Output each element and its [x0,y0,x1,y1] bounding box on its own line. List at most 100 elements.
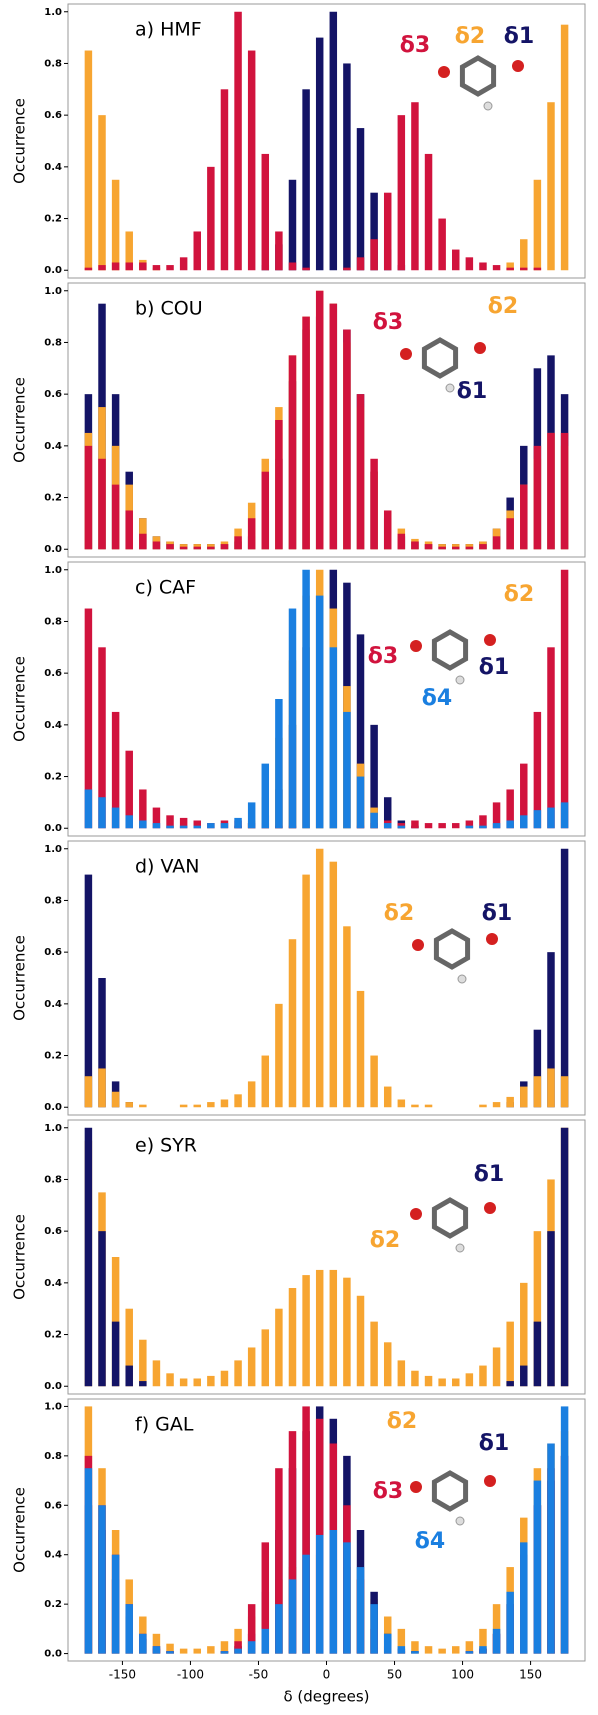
histogram-bar [343,926,350,1107]
histogram-bar [262,154,269,270]
histogram-bar [139,1634,146,1654]
y-tick-label: 0.6 [44,668,62,679]
histogram-bar [85,268,92,271]
histogram-bar [493,1102,500,1107]
histogram-bar [370,1056,377,1108]
histogram-bar [466,1651,473,1653]
histogram-bar [479,544,486,549]
legend-label: δ3 [373,310,403,335]
panel-title: c) CAF [135,577,196,599]
histogram-bar [357,1567,364,1654]
histogram-bar [370,459,377,549]
histogram-bar [248,1347,255,1386]
histogram-bar [520,239,527,270]
histogram-bar [561,849,568,1107]
histogram-bar [112,1322,119,1387]
histogram-bar [520,815,527,828]
y-tick-label: 0.8 [44,1174,62,1185]
histogram-bar [343,1542,350,1653]
y-axis-label: Occurrence [11,935,29,1021]
x-tick-label: -50 [249,1668,269,1682]
histogram-bar [85,1468,92,1653]
histogram-bar [506,518,513,549]
histogram-bar [98,265,105,270]
molecule-atom [456,1517,464,1525]
histogram-bar [425,1646,432,1653]
histogram-bar [506,1322,513,1387]
histogram-bar [248,518,255,549]
histogram-bar [112,485,119,550]
histogram-bar [384,1342,391,1386]
histogram-bar [330,1530,337,1654]
histogram-bar [207,547,214,550]
histogram-bar [520,1366,527,1387]
molecule-ring [424,340,455,376]
y-tick-label: 0.8 [44,616,62,627]
legend-label: δ2 [455,24,485,49]
molecule-ring [434,1473,465,1509]
histogram-bar [411,820,418,828]
molecule-atom [410,1481,422,1493]
histogram-bar [547,1068,554,1107]
legend-label: δ4 [422,686,452,711]
histogram-bar [357,394,364,549]
molecule-atom [474,342,486,354]
legend-label: δ2 [387,1409,417,1434]
histogram-bar [139,820,146,828]
histogram-bar [357,991,364,1107]
y-tick-label: 0.0 [44,823,62,834]
histogram-bar [534,1076,541,1107]
histogram-bar [125,1102,132,1107]
legend-label: δ1 [457,379,487,404]
histogram-bar [561,1406,568,1653]
histogram-bar [425,544,432,549]
histogram-bar [370,1604,377,1653]
y-axis-label: Occurrence [11,1214,29,1300]
histogram-bar [139,534,146,550]
histogram-bar [180,826,187,829]
molecule-atom [484,1202,496,1214]
histogram-bar [411,541,418,549]
molecule-atom [446,384,454,392]
histogram-bar [125,1604,132,1653]
molecule-atom [410,1208,422,1220]
y-tick-label: 1.0 [44,565,62,576]
histogram-bar [398,1646,405,1653]
y-axis-label: Occurrence [11,377,29,463]
histogram-bar [194,231,201,270]
legend-label: δ2 [370,1228,400,1253]
histogram-bar [262,1056,269,1108]
panel-title: e) SYR [135,1135,197,1157]
histogram-bar [479,1105,486,1108]
histogram-bar [262,1629,269,1654]
histogram-bar [221,544,228,549]
histogram-bar [262,764,269,829]
histogram-bar [506,1097,513,1107]
histogram-bar [194,1649,201,1654]
y-tick-label: 0.4 [44,720,62,731]
histogram-bar [112,1555,119,1654]
histogram-bar [302,268,309,271]
y-tick-label: 0.4 [44,441,62,452]
molecule-atom [484,634,496,646]
histogram-bar [534,268,541,271]
histogram-bar [166,1373,173,1386]
histogram-bar [166,1651,173,1653]
y-tick-label: 1.0 [44,1123,62,1134]
histogram-bar [561,1128,568,1386]
histogram-bar [411,102,418,270]
histogram-bar [438,1649,445,1654]
histogram-bar [166,544,173,549]
y-tick-label: 0.6 [44,1226,62,1237]
histogram-bar [180,1105,187,1108]
histogram-bar [234,12,241,270]
histogram-bar [357,128,364,270]
y-tick-label: 0.8 [44,895,62,906]
y-tick-label: 1.0 [44,7,62,18]
histogram-bar [534,180,541,270]
histogram-bar [384,823,391,828]
legend-label: δ4 [415,1529,445,1554]
legend-label: δ2 [488,294,518,319]
histogram-bar [207,823,214,828]
y-tick-label: 1.0 [44,286,62,297]
